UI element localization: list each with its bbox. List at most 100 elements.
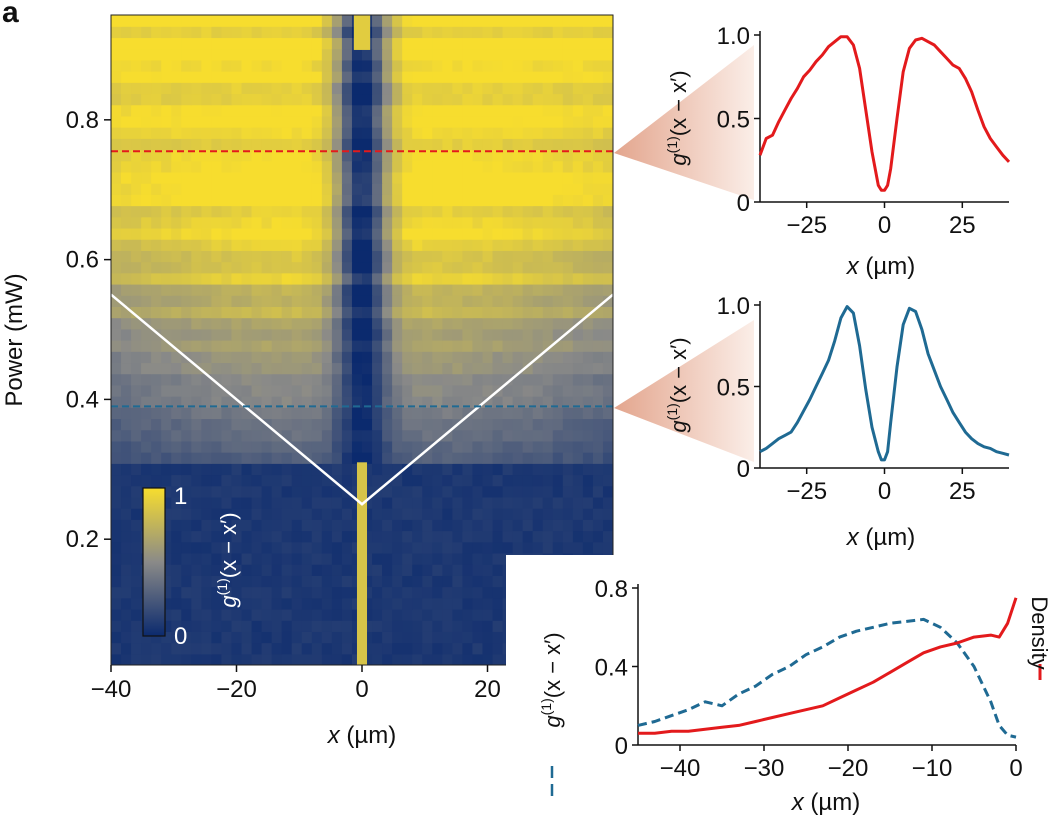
heatmap-cell [592, 440, 604, 453]
heatmap-cell [452, 15, 463, 27]
heatmap-cell [241, 194, 253, 207]
heatmap-cell [592, 396, 604, 408]
heatmap-cell [221, 328, 233, 341]
heatmap-cell [492, 115, 504, 128]
heatmap-cell [171, 519, 182, 532]
heatmap-cell [492, 530, 504, 543]
heatmap-cell [382, 71, 393, 83]
heatmap-cell [532, 93, 544, 106]
heatmap-cell [552, 227, 564, 240]
heatmap-cell [261, 26, 273, 39]
heatmap-cell [402, 474, 413, 487]
heatmap-cell [472, 508, 484, 520]
heatmap-cell [131, 496, 142, 509]
heatmap-cell [482, 429, 494, 442]
density-xlabel-unit: (µm) [804, 789, 860, 816]
heatmap-cell [432, 620, 443, 632]
heatmap-cell [121, 631, 132, 644]
heatmap-cell [321, 384, 333, 397]
heatmap-cell [412, 631, 423, 644]
heatmap-cell [422, 59, 433, 72]
heatmap-cell [301, 48, 313, 61]
heatmap-cell [351, 82, 363, 95]
heatmap-cell [301, 160, 313, 173]
heatmap-cell [552, 138, 564, 151]
heatmap-cell [562, 205, 574, 218]
heatmap-cell [111, 71, 122, 83]
heatmap-cell [331, 171, 343, 184]
heatmap-cell [251, 37, 263, 50]
heatmap-cell [191, 496, 202, 509]
heatmap-cell [221, 15, 233, 27]
heatmap-cell [161, 586, 172, 599]
heatmap-cell [372, 239, 383, 251]
heatmap-cell [512, 59, 524, 72]
heatmap-cell [442, 485, 453, 498]
heatmap-cell [382, 138, 393, 151]
heatmap-cell [271, 93, 283, 106]
heatmap-cell [241, 452, 253, 464]
heatmap-cell [201, 608, 212, 621]
heatmap-cell [201, 407, 212, 420]
heatmap-cell [311, 317, 323, 330]
heatmap-cell [422, 194, 433, 207]
heatmap-cell [231, 608, 243, 621]
heatmap-cell [181, 452, 192, 464]
heatmap-cell [372, 82, 383, 95]
heatmap-cell [562, 71, 574, 83]
heatmap-cell [331, 82, 343, 95]
heatmap-cell [241, 283, 253, 296]
heatmap-cell [161, 642, 172, 655]
heatmap-cell [111, 93, 122, 106]
heatmap-cell [231, 452, 243, 464]
heatmap-cell [432, 407, 443, 420]
heatmap-cell [231, 216, 243, 229]
heatmap-cell [231, 171, 243, 184]
heatmap-cell [211, 194, 223, 207]
heatmap-cell [251, 71, 263, 83]
heatmap-cell [392, 597, 403, 610]
heatmap-cell [221, 418, 233, 431]
heatmap-cell [301, 597, 313, 610]
heatmap-cell [532, 452, 544, 464]
heatmap-cell [291, 115, 303, 128]
heatmap-cell [151, 71, 162, 83]
heatmap-cell [572, 440, 584, 453]
heatmap-cell [291, 519, 303, 532]
heatmap-cell [372, 519, 383, 532]
heatmap-cell [542, 227, 554, 240]
heatmap-cell [191, 407, 202, 420]
heatmap-cell [201, 418, 212, 431]
heatmap-cell [191, 452, 202, 464]
heatmap-cell [171, 15, 182, 27]
heatmap-cell [241, 351, 253, 364]
heatmap-cell [121, 351, 132, 364]
heatmap-cell [261, 519, 273, 532]
heatmap-cell [512, 396, 524, 408]
heatmap-cell [181, 317, 192, 330]
heatmap-cell [331, 496, 343, 509]
heatmap-cell [442, 597, 453, 610]
heatmap-cell [311, 496, 323, 509]
heatmap-cell [281, 586, 293, 599]
heatmap-cell [572, 418, 584, 431]
heatmap-cell [261, 620, 273, 632]
heatmap-cell [452, 396, 463, 408]
cut-high-xtick-label: 0 [878, 212, 891, 239]
heatmap-cell [241, 82, 253, 95]
heatmap-cell [251, 485, 263, 498]
heatmap-cell [171, 115, 182, 128]
heatmap-cell [602, 351, 613, 364]
heatmap-cell [442, 71, 453, 83]
heatmap-cell [592, 93, 604, 106]
heatmap-cell [542, 362, 554, 375]
heatmap-cell [121, 15, 132, 27]
heatmap-cell [221, 205, 233, 218]
heatmap-cell [432, 239, 443, 251]
heatmap-cell [311, 127, 323, 139]
heatmap-cell [502, 485, 514, 498]
heatmap-cell [402, 48, 413, 61]
heatmap-cell [392, 82, 403, 95]
heatmap-cell [402, 362, 413, 375]
